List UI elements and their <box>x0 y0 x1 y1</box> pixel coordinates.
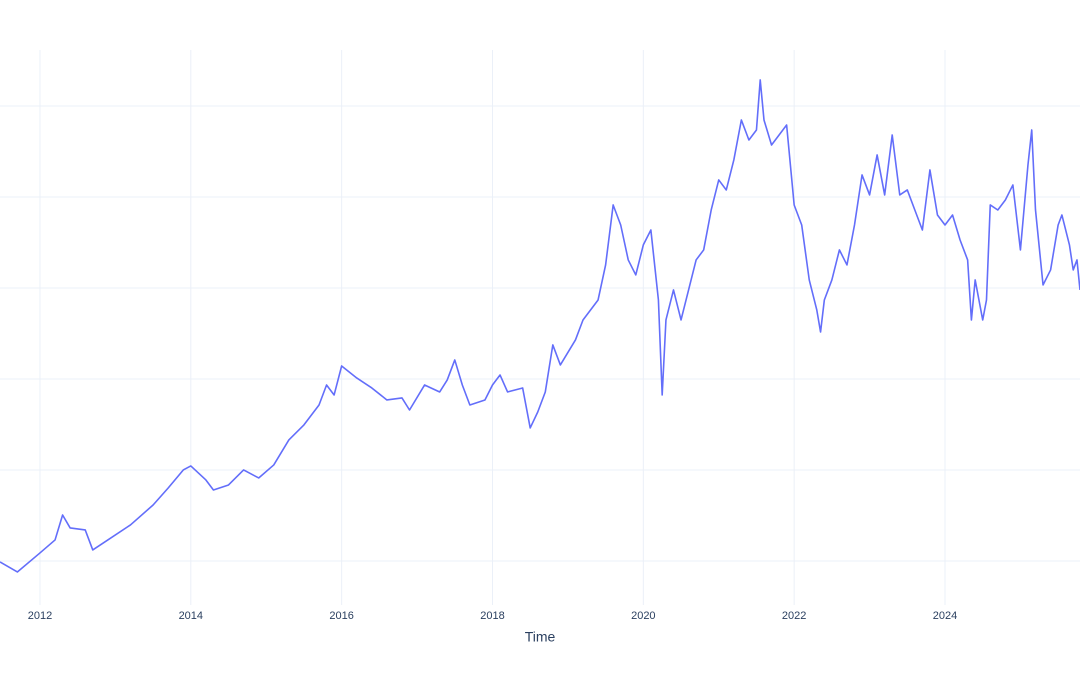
x-axis-title: Time <box>525 629 556 645</box>
x-tick-label: 2020 <box>631 610 655 622</box>
x-tick-label: 2024 <box>933 610 957 622</box>
x-tick-label: 2022 <box>782 610 806 622</box>
x-tick-label: 2014 <box>179 610 203 622</box>
x-tick-label: 2018 <box>480 610 504 622</box>
series-line <box>0 79 1080 573</box>
x-tick-label: 2012 <box>28 610 52 622</box>
x-tick-label: 2016 <box>329 610 353 622</box>
grid <box>0 50 1080 605</box>
